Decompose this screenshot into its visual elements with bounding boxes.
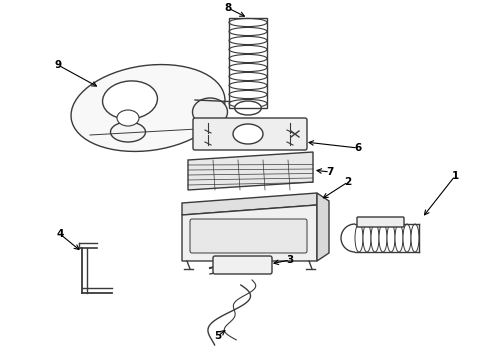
Ellipse shape xyxy=(235,101,261,115)
Ellipse shape xyxy=(229,27,267,36)
Ellipse shape xyxy=(229,45,267,54)
Polygon shape xyxy=(182,193,317,215)
Ellipse shape xyxy=(117,110,139,126)
Ellipse shape xyxy=(371,224,379,252)
Ellipse shape xyxy=(395,224,403,252)
FancyBboxPatch shape xyxy=(190,219,307,253)
Text: 4: 4 xyxy=(56,229,64,239)
Ellipse shape xyxy=(229,36,267,45)
Polygon shape xyxy=(317,193,329,261)
Ellipse shape xyxy=(411,224,419,252)
Ellipse shape xyxy=(229,81,267,90)
Text: 9: 9 xyxy=(54,60,62,70)
FancyBboxPatch shape xyxy=(213,256,272,274)
Ellipse shape xyxy=(403,224,411,252)
Ellipse shape xyxy=(229,63,267,72)
Ellipse shape xyxy=(387,224,395,252)
Ellipse shape xyxy=(363,224,371,252)
FancyBboxPatch shape xyxy=(357,217,404,227)
Ellipse shape xyxy=(71,64,225,152)
Text: 7: 7 xyxy=(326,167,334,177)
Text: 5: 5 xyxy=(215,331,221,341)
Text: 1: 1 xyxy=(451,171,459,181)
Ellipse shape xyxy=(229,72,267,81)
Ellipse shape xyxy=(229,54,267,63)
Ellipse shape xyxy=(233,124,263,144)
Text: 3: 3 xyxy=(286,255,294,265)
Polygon shape xyxy=(188,152,313,190)
Ellipse shape xyxy=(102,81,157,119)
Ellipse shape xyxy=(379,224,387,252)
Ellipse shape xyxy=(111,122,146,142)
Ellipse shape xyxy=(355,224,363,252)
Text: 6: 6 xyxy=(354,143,362,153)
Ellipse shape xyxy=(193,98,227,126)
Ellipse shape xyxy=(229,18,267,27)
FancyBboxPatch shape xyxy=(193,118,307,150)
Ellipse shape xyxy=(229,99,267,108)
Text: 8: 8 xyxy=(224,3,232,13)
Polygon shape xyxy=(182,205,317,261)
Bar xyxy=(229,18,267,108)
Ellipse shape xyxy=(229,90,267,99)
Text: 2: 2 xyxy=(344,177,352,187)
